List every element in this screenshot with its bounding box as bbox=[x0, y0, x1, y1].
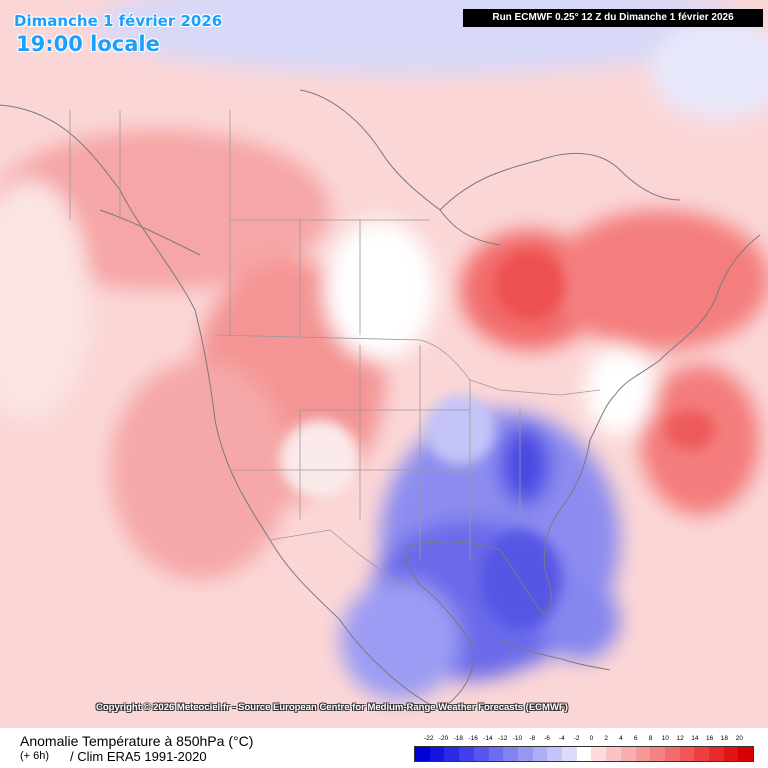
border-lines bbox=[69, 110, 601, 591]
legend-swatch bbox=[679, 747, 695, 761]
parameter-title: Anomalie Température à 850hPa (°C) bbox=[20, 733, 254, 749]
coastline-lines bbox=[0, 89, 761, 711]
legend-swatch bbox=[473, 747, 489, 761]
legend-swatch bbox=[738, 747, 754, 761]
legend-swatch bbox=[459, 747, 474, 761]
legend-tick-label: 4 bbox=[619, 735, 623, 742]
forecast-step: (+ 6h) bbox=[20, 750, 50, 762]
model-run-label: Run ECMWF 0.25° 12 Z du Dimanche 1 févri… bbox=[463, 9, 763, 27]
legend-tick-label: 12 bbox=[676, 735, 684, 742]
legend-swatch bbox=[547, 747, 563, 761]
legend-tick-label: -16 bbox=[468, 735, 478, 742]
legend-swatch bbox=[606, 747, 621, 761]
legend-tick-label: -14 bbox=[483, 735, 493, 742]
legend-tick-label: -2 bbox=[573, 735, 580, 742]
legend-swatch bbox=[532, 747, 548, 761]
legend-swatch bbox=[429, 747, 445, 761]
legend-tick-label: 10 bbox=[661, 735, 669, 742]
legend-swatch bbox=[415, 747, 430, 761]
forecast-date: Dimanche 1 février 2026 bbox=[14, 12, 223, 30]
legend-tick-label: 0 bbox=[589, 735, 594, 742]
legend-tick-label: 20 bbox=[735, 735, 743, 742]
legend-tick-label: -12 bbox=[497, 735, 508, 742]
legend-swatch bbox=[635, 747, 651, 761]
legend-tick-label: -10 bbox=[512, 735, 523, 742]
legend-tick-labels: -22 -20 -18 -16 -14 -12 -10 -8 -6 -4 -2 0 2 4 6 8 10 12 14… bbox=[414, 735, 754, 745]
anomaly-field bbox=[0, 0, 768, 728]
legend-swatch bbox=[664, 747, 680, 761]
legend-swatch bbox=[694, 747, 710, 761]
copyright-notice: Copyright © 2026 Meteociel.fr - Source E… bbox=[96, 702, 568, 713]
color-legend: -22 -20 -18 -16 -14 -12 -10 -8 -6 -4 -2 0 2 4 6 8 10 12 14… bbox=[414, 735, 754, 765]
legend-swatch bbox=[562, 747, 577, 761]
legend-tick-label: -4 bbox=[558, 735, 565, 742]
legend-swatch bbox=[517, 747, 533, 761]
legend-tick-label: 16 bbox=[706, 735, 714, 742]
legend-tick-label: 8 bbox=[648, 735, 653, 742]
legend-tick-label: 2 bbox=[604, 735, 608, 742]
legend-tick-label: 14 bbox=[691, 735, 699, 742]
legend-swatch bbox=[591, 747, 607, 761]
legend-tick-label: -6 bbox=[544, 735, 550, 742]
legend-swatch bbox=[723, 747, 739, 761]
anomaly-map: Dimanche 1 février 2026 19:00 locale Run… bbox=[0, 0, 768, 728]
legend-tick-label: -20 bbox=[438, 735, 449, 742]
legend-color-bar bbox=[414, 746, 754, 762]
forecast-time: 19:00 locale bbox=[16, 32, 160, 56]
legend-swatch bbox=[620, 747, 636, 761]
legend-swatch bbox=[650, 747, 665, 761]
legend-swatch bbox=[576, 747, 592, 761]
legend-swatch bbox=[488, 747, 504, 761]
legend-tick-label: 18 bbox=[720, 735, 729, 742]
legend-tick-label: 6 bbox=[633, 735, 638, 742]
climatology-reference: / Clim ERA5 1991-2020 bbox=[70, 749, 207, 764]
map-footer: Anomalie Température à 850hPa (°C) (+ 6h… bbox=[0, 728, 768, 768]
legend-tick-label: -8 bbox=[529, 735, 536, 742]
legend-swatch bbox=[503, 747, 518, 761]
legend-tick-label: -18 bbox=[453, 735, 464, 742]
legend-swatch bbox=[444, 747, 460, 761]
legend-tick-label: -22 bbox=[424, 735, 434, 742]
legend-swatch bbox=[709, 747, 724, 761]
